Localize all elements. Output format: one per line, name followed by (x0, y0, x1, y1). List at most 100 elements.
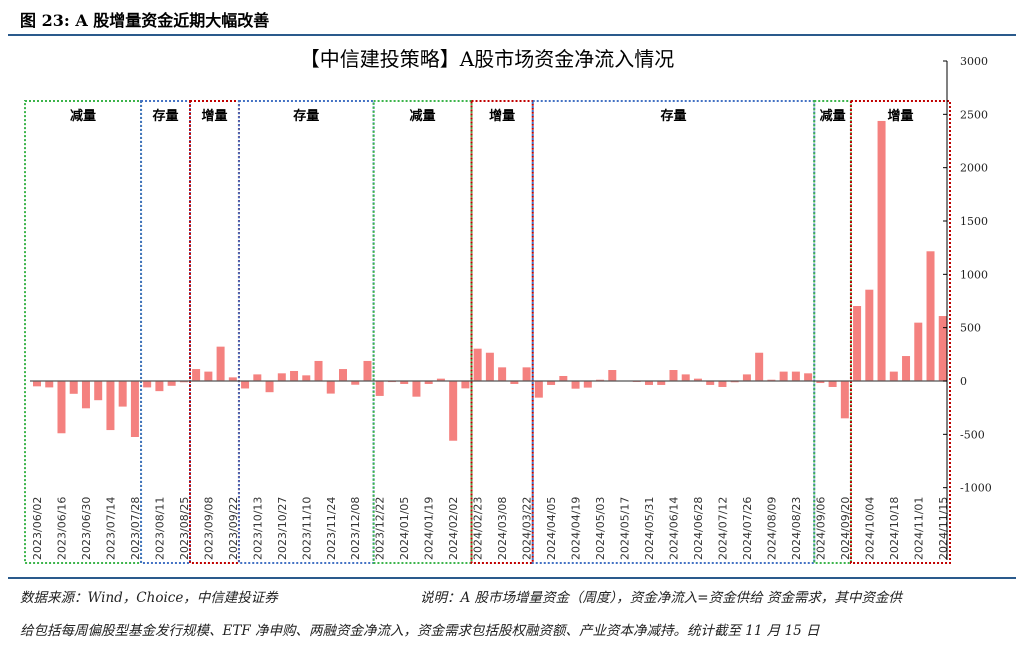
bar-2024/01/19 (424, 381, 433, 384)
chart-title: 【中信建投策略】A股市场资金净流入情况 (300, 47, 674, 71)
x-tick-label: 2024/04/05 (545, 497, 558, 560)
x-tick-label: 2023/12/22 (374, 497, 387, 560)
bar-2023/08/11 (155, 381, 164, 392)
y-tick-label: 1000 (960, 268, 988, 281)
x-tick-label: 2023/06/16 (55, 497, 68, 560)
x-tick-label: 2023/10/13 (251, 497, 264, 560)
bar-2024/03/01 (485, 352, 494, 381)
bar-2024/07/05 (706, 381, 715, 385)
bar-2024/08/02 (755, 352, 764, 381)
x-tick-label: 2024/05/31 (643, 497, 656, 560)
bar-2023/09/28 (241, 381, 250, 389)
bar-2024/09/20 (840, 381, 849, 419)
bar-2024/10/18 (889, 371, 898, 381)
x-tick-label: 2023/06/30 (80, 497, 93, 560)
bar-2024/01/26 (436, 378, 445, 381)
y-tick-label: 2000 (960, 162, 988, 175)
bar-2024/10/25 (902, 356, 911, 381)
bar-2023/11/03 (290, 370, 299, 381)
bar-2024/03/08 (498, 367, 507, 381)
bar-2024/05/10 (608, 370, 617, 381)
bar-2024/10/04 (865, 289, 874, 381)
region-box-red (470, 100, 534, 564)
note-line-1: 说明：A 股市场增量资金（周度），资金净流入=资金供给 资金需求，其中资金供 (420, 590, 902, 606)
x-tick-label: 2024/01/19 (423, 497, 436, 560)
x-tick-label: 2024/06/28 (692, 497, 705, 560)
region-label: 增量 (489, 108, 515, 124)
region-label: 增量 (201, 108, 227, 124)
bar-2023/06/23 (69, 381, 78, 394)
bar-2023/09/01 (192, 369, 201, 381)
bar-2024/06/14 (669, 370, 678, 381)
bar-2024/11/08 (926, 251, 935, 381)
bar-2024/07/19 (730, 381, 739, 383)
bar-2024/08/09 (767, 379, 776, 381)
bar-2024/06/07 (657, 381, 666, 385)
x-tick-label: 2024/04/19 (570, 497, 583, 560)
bar-2023/10/13 (253, 374, 262, 381)
bar-2023/06/30 (81, 381, 90, 409)
region-label: 减量 (820, 108, 846, 124)
bar-2023/12/22 (375, 381, 384, 396)
x-tick-label: 2024/01/05 (398, 497, 411, 560)
bar-2024/01/12 (412, 381, 421, 397)
x-tick-label: 2023/07/14 (104, 497, 117, 560)
bar-2023/07/28 (130, 381, 139, 437)
bar-2024/09/27 (853, 306, 862, 381)
x-tick-label: 2024/08/23 (790, 497, 803, 560)
header-rule (8, 34, 1016, 36)
bar-2023/07/07 (94, 381, 103, 401)
bar-2023/10/20 (265, 381, 274, 393)
y-tick-label: 0 (960, 375, 967, 388)
bar-2023/11/17 (314, 360, 323, 381)
region-label: 存量 (153, 108, 179, 124)
bar-2023/11/24 (326, 381, 335, 394)
y-tick-label: -1000 (960, 482, 992, 495)
bar-2023/07/21 (118, 381, 127, 407)
x-tick-label: 2024/03/22 (521, 497, 534, 560)
x-tick-label: 2023/11/10 (300, 497, 313, 560)
region-box-red (849, 100, 952, 564)
footer-rule (8, 577, 1016, 579)
region-box-green (24, 100, 143, 564)
bar-2024/08/16 (779, 371, 788, 381)
x-tick-label: 2023/12/08 (349, 497, 362, 560)
x-tick-label: 2024/07/26 (741, 497, 754, 560)
bar-2024/03/29 (534, 381, 543, 398)
x-tick-label: 2023/07/28 (129, 497, 142, 560)
region-box-green (372, 100, 473, 564)
x-tick-label: 2024/06/14 (667, 497, 680, 560)
x-tick-label: 2024/10/18 (888, 497, 901, 560)
region-label: 减量 (70, 108, 96, 124)
bar-2024/09/06 (816, 381, 825, 384)
bar-2023/08/25 (179, 381, 188, 383)
bar-2024/05/31 (645, 381, 653, 385)
bar-2024/10/11 (877, 120, 886, 382)
region-box-green (813, 100, 852, 564)
bar-2023/10/27 (277, 373, 286, 381)
bar-2024/04/26 (583, 381, 592, 388)
x-tick-label: 2023/10/27 (276, 497, 289, 560)
bar-2024/02/02 (449, 381, 458, 441)
bar-2024/04/12 (559, 375, 568, 381)
bar-2023/07/14 (106, 381, 115, 431)
x-tick-label: 2023/08/25 (178, 497, 191, 560)
y-tick-label: 3000 (960, 55, 988, 68)
bar-2024/04/05 (547, 381, 556, 385)
y-tick-label: 1500 (960, 215, 988, 228)
bar-2023/11/10 (302, 375, 311, 381)
bar-2024/03/15 (510, 381, 519, 384)
x-tick-label: 2023/11/24 (325, 497, 338, 560)
x-tick-label: 2023/08/11 (153, 497, 166, 560)
x-tick-label: 2024/11/15 (937, 497, 950, 560)
x-tick-label: 2024/07/12 (716, 497, 729, 560)
x-tick-label: 2024/10/04 (863, 497, 876, 560)
note-line-2: 给包括每周偏股型基金发行规模、ETF 净申购、两融资金净流入，资金需求包括股权融… (20, 623, 820, 639)
bar-2024/07/12 (718, 381, 727, 387)
bar-2024/11/15 (938, 316, 947, 381)
region-box-blue (531, 100, 816, 564)
x-tick-label: 2023/09/08 (202, 497, 215, 560)
y-tick-label: 500 (960, 322, 981, 335)
bar-2024/09/13 (828, 381, 837, 387)
